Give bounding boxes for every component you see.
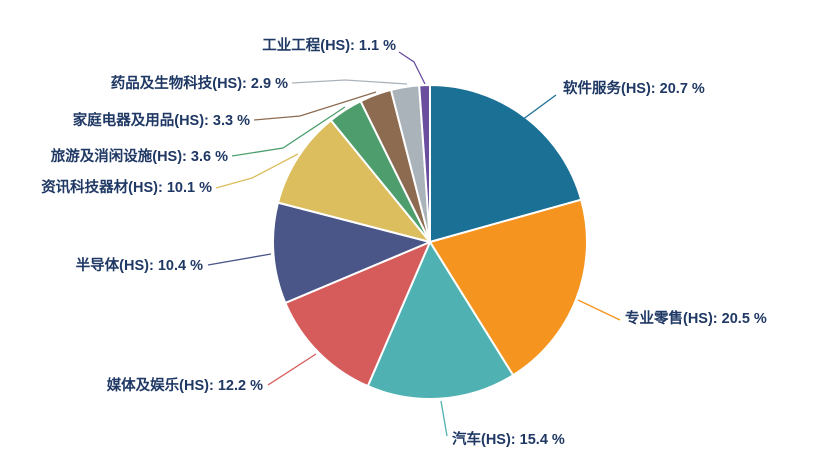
slice-label-9: 工业工程(HS): 1.1 % xyxy=(262,37,396,54)
pie-slice-5 xyxy=(277,119,431,243)
label-leader-line-1 xyxy=(577,299,621,321)
slice-label-2: 汽车(HS): 15.4 % xyxy=(452,430,565,448)
label-leader-line-5 xyxy=(215,153,299,189)
label-leader-line-7 xyxy=(253,91,377,121)
slice-label-3: 媒体及娱乐(HS): 12.2 % xyxy=(107,376,263,394)
slice-label-8: 药品及生物科技(HS): 2.9 % xyxy=(111,74,288,92)
pie-slice-1 xyxy=(429,198,588,377)
label-leader-line-0 xyxy=(521,94,557,121)
pie-slice-9 xyxy=(418,84,431,243)
slice-label-7: 家庭电器及用品(HS): 3.3 % xyxy=(73,111,250,129)
label-leader-line-9 xyxy=(398,51,426,85)
label-leader-line-4 xyxy=(207,253,272,266)
label-leader-line-3 xyxy=(267,353,317,386)
slice-label-5: 资讯科技器材(HS): 10.1 % xyxy=(41,178,212,196)
label-leader-line-6 xyxy=(231,106,346,157)
pie-slice-3 xyxy=(284,241,431,388)
slice-label-6: 旅游及消闲设施(HS): 3.6 % xyxy=(51,147,228,165)
pie-slice-2 xyxy=(366,241,515,400)
slice-label-4: 半导体(HS): 10.4 % xyxy=(76,256,203,274)
slice-label-1: 专业零售(HS): 20.5 % xyxy=(625,309,767,327)
slice-label-0: 软件服务(HS): 20.7 % xyxy=(563,79,705,97)
label-leader-line-8 xyxy=(291,79,408,85)
label-leader-line-2 xyxy=(440,400,448,437)
pie-slice-4 xyxy=(271,201,431,304)
pie-slice-0 xyxy=(429,84,583,243)
